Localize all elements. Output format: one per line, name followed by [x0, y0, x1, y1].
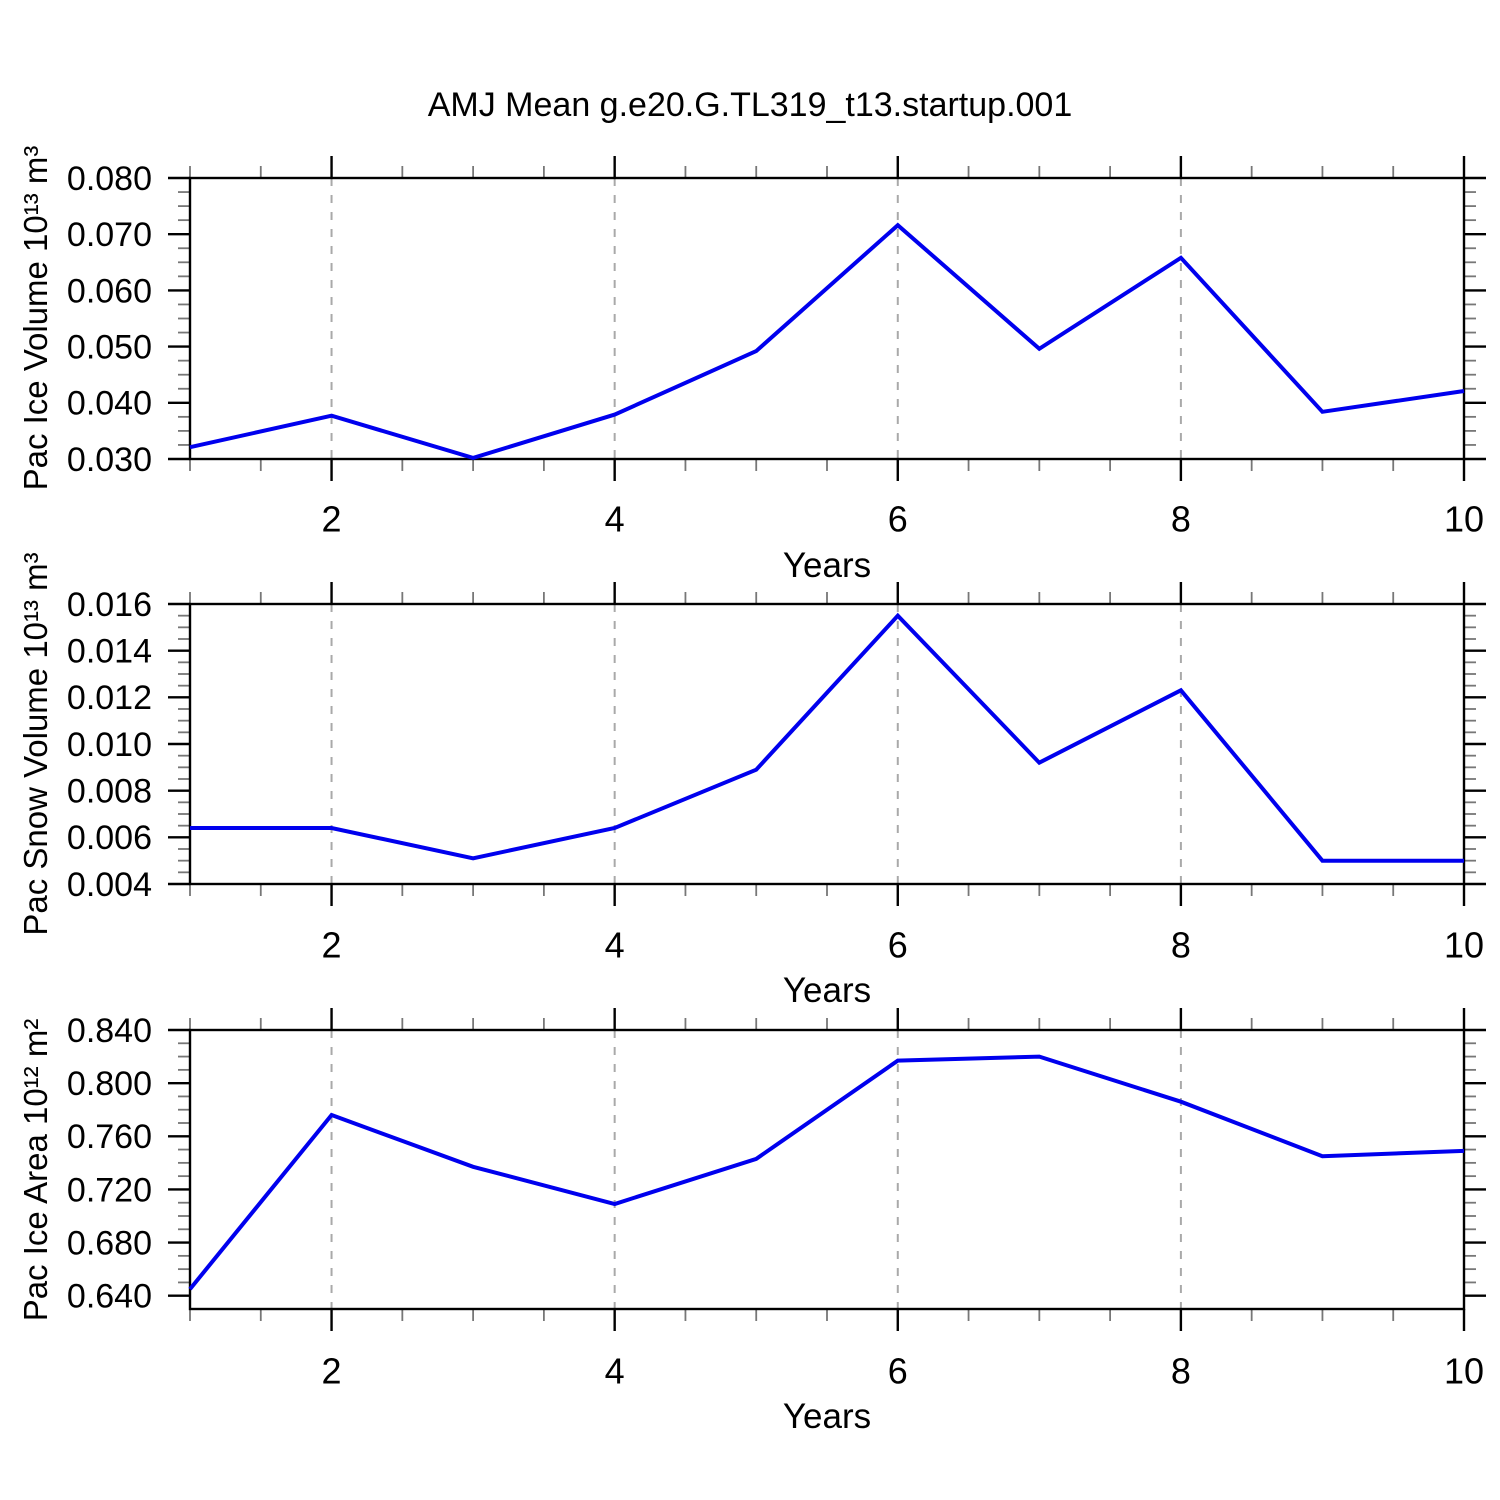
- y-tick-label: 0.760: [67, 1118, 152, 1156]
- minor-ticks: [178, 166, 1476, 471]
- major-ticks: [168, 156, 1486, 481]
- y-tick-label: 0.030: [67, 441, 152, 479]
- x-tick-label: 6: [888, 925, 908, 966]
- x-tick-label: 10: [1444, 1351, 1484, 1392]
- minor-ticks: [178, 1018, 1476, 1321]
- y-tick-label: 0.680: [67, 1224, 152, 1262]
- y-tick-label: 0.006: [67, 819, 152, 857]
- ylabel-pac-snow-volume: Pac Snow Volume 10¹³ m³: [17, 552, 54, 936]
- plot-frame: [188, 602, 1466, 886]
- plot-frame: [188, 1028, 1466, 1311]
- y-tick-label: 0.040: [67, 385, 152, 423]
- y-tick-label: 0.012: [67, 679, 152, 717]
- x-tick-label: 2: [322, 499, 342, 540]
- x-tick-label: 4: [605, 499, 625, 540]
- y-tick-label: 0.840: [67, 1012, 152, 1050]
- ylabel-pac-ice-volume: Pac Ice Volume 10¹³ m³: [17, 145, 54, 491]
- x-tick-label: 4: [605, 1351, 625, 1392]
- x-tick-label: 8: [1171, 499, 1191, 540]
- plot-frame: [188, 176, 1466, 461]
- data-line-pac-ice-volume: [189, 222, 1465, 460]
- minor-ticks: [178, 592, 1476, 896]
- ylabel-pac-ice-area: Pac Ice Area 10¹² m²: [17, 1018, 54, 1322]
- x-tick-label: 6: [888, 1351, 908, 1392]
- y-tick-label: 0.004: [67, 866, 152, 904]
- x-tick-label: 10: [1444, 499, 1484, 540]
- y-tick-label: 0.014: [67, 633, 152, 671]
- y-tick-label: 0.640: [67, 1278, 152, 1316]
- y-tick-label: 0.050: [67, 329, 152, 367]
- y-tick-label: 0.800: [67, 1065, 152, 1103]
- data-line-pac-ice-area: [188, 1054, 1465, 1291]
- major-ticks: [168, 582, 1486, 906]
- gridlines: [330, 1030, 1182, 1309]
- y-tick-label: 0.070: [67, 216, 152, 254]
- y-tick-label: 0.008: [67, 773, 152, 811]
- y-tick-label: 0.080: [67, 160, 152, 198]
- chart-title: AMJ Mean g.e20.G.TL319_t13.startup.001: [427, 86, 1073, 124]
- xlabel-years-panel3: Years: [782, 1397, 872, 1436]
- x-tick-label: 10: [1444, 925, 1484, 966]
- panel-pac-snow-volume: 0.016 0.014 0.012 0.010 0.008 0.006 0.004 2 4 6 8 1…: [67, 582, 1486, 966]
- xlabel-years-panel1: Years: [782, 546, 872, 585]
- x-tick-label: 2: [322, 1351, 342, 1392]
- panel-pac-ice-volume: 0.080 0.070 0.060 0.050 0.040 0.030 2 4 6 8 10: [67, 156, 1486, 540]
- gridlines: [330, 178, 1182, 459]
- x-tick-label: 8: [1171, 1351, 1191, 1392]
- gridlines: [330, 604, 1182, 884]
- y-tick-label: 0.060: [67, 272, 152, 310]
- x-tick-label: 4: [605, 925, 625, 966]
- major-ticks: [168, 1008, 1486, 1331]
- xlabel-years-panel2: Years: [782, 971, 872, 1010]
- y-tick-label: 0.720: [67, 1171, 152, 1209]
- x-tick-label: 8: [1171, 925, 1191, 966]
- x-tick-label: 6: [888, 499, 908, 540]
- y-tick-label: 0.010: [67, 726, 152, 764]
- data-line-pac-snow-volume: [190, 612, 1464, 863]
- y-tick-label: 0.016: [67, 586, 152, 624]
- x-tick-label: 2: [322, 925, 342, 966]
- tick-labels: 0.016 0.014 0.012 0.010 0.008 0.006 0.004 2 4 6 8 1…: [67, 586, 1484, 966]
- tick-labels: 0.840 0.800 0.760 0.720 0.680 0.640 2 4 6 8 10: [67, 1012, 1484, 1392]
- tick-labels: 0.080 0.070 0.060 0.050 0.040 0.030 2 4 6 8 10: [67, 160, 1484, 540]
- panel-pac-ice-area: 0.840 0.800 0.760 0.720 0.680 0.640 2 4 6 8 10: [67, 1008, 1486, 1392]
